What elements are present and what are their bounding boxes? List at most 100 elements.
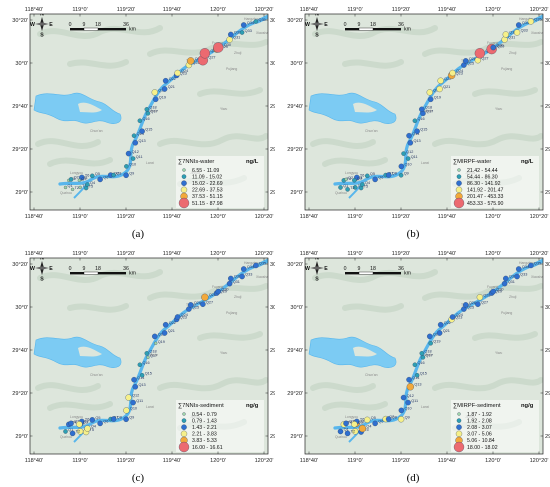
- site-marker: [213, 42, 224, 53]
- site-marker: [110, 416, 117, 422]
- site-label: Q10: [404, 163, 411, 167]
- legend-class-label: 16.00 - 16.61: [192, 445, 223, 451]
- qiandao-lake: [308, 336, 397, 368]
- site-label: Q4: [91, 425, 96, 429]
- site-label: Q16: [417, 117, 424, 121]
- lat-tick-left: 29°20': [287, 147, 303, 153]
- site-label: Q16: [142, 117, 149, 121]
- site-marker: [85, 182, 90, 187]
- lon-tick-top: 119°0': [347, 7, 362, 13]
- north-arrow-icon: N SE W: [305, 12, 328, 39]
- site-marker: [503, 275, 509, 282]
- lon-tick-bottom: 120°0': [210, 214, 226, 220]
- place-label: Chun'an: [90, 373, 103, 377]
- legend-class-label: 2.21 - 3.83: [192, 432, 217, 438]
- place-label: Fuyang: [487, 41, 498, 45]
- site-marker: [228, 31, 234, 38]
- site-label: Q21: [168, 329, 175, 333]
- site-label: Q34: [522, 265, 529, 269]
- site-label: Q8: [392, 415, 397, 419]
- site-marker: [475, 301, 481, 307]
- compass-n: N: [40, 12, 44, 18]
- site-marker: [161, 330, 168, 336]
- site-marker: [123, 407, 130, 414]
- lon-tick-top: 118°40': [300, 251, 318, 257]
- place-label: Zhuji: [234, 295, 242, 299]
- site-label: Q16: [417, 361, 424, 365]
- site-label: Q12: [406, 150, 413, 154]
- lon-tick-bottom: 118°40': [300, 214, 318, 220]
- site-label: T2: [351, 430, 355, 434]
- site-label: T2: [350, 186, 354, 190]
- site-label: Q31: [508, 36, 515, 40]
- site-label: Q17: [150, 354, 157, 358]
- legend-swatch: [456, 424, 462, 430]
- site-label: Q18: [149, 106, 156, 110]
- scale-tick-label: 9: [83, 266, 86, 272]
- compass-n: N: [315, 12, 319, 18]
- map-border: [304, 257, 544, 455]
- site-marker: [131, 133, 137, 138]
- legend-swatch: [457, 168, 461, 172]
- lon-tick-bottom: 120°20': [530, 458, 549, 464]
- site-label: Q9: [405, 415, 410, 419]
- compass-e: E: [49, 22, 53, 28]
- scale-seg: [358, 271, 374, 275]
- legend-class-label: 11.09 - 15.02: [192, 174, 222, 180]
- map-border: [29, 257, 269, 455]
- site-marker: [79, 174, 85, 181]
- site-label: Q24: [181, 313, 188, 317]
- site-label: Q20: [158, 88, 165, 92]
- compass-e: E: [49, 266, 53, 272]
- site-label: Q9: [129, 171, 134, 175]
- site-label: Q19: [433, 340, 440, 344]
- site-marker: [527, 18, 535, 25]
- site-label: Q3: [83, 420, 88, 424]
- site-label: Q26: [469, 57, 476, 61]
- site-label: Q21: [443, 329, 450, 333]
- legend-title: ∑MIRPF-water: [453, 159, 491, 165]
- lon-tick-bottom: 119°20': [117, 458, 135, 464]
- place-label: Chun'an: [365, 373, 378, 377]
- scale-tick-label: 18: [370, 266, 376, 272]
- site-marker: [462, 58, 469, 64]
- lat-tick-right: 30°0': [270, 305, 275, 311]
- place-label: Yiwu: [220, 351, 227, 355]
- lat-tick-left: 29°40': [287, 348, 303, 354]
- site-label: Q6: [378, 420, 383, 424]
- place-label: Quzhou: [60, 191, 72, 195]
- relief-ridge: [310, 138, 376, 149]
- site-marker: [449, 69, 456, 77]
- legend-title: ∑7NNIs-water: [178, 159, 214, 165]
- lat-tick-left: 29°40': [12, 104, 28, 110]
- site-marker: [352, 185, 358, 190]
- site-label: Q4: [365, 181, 370, 185]
- relief-ridge: [312, 269, 438, 283]
- site-label: Q6: [378, 176, 383, 180]
- lat-tick-right: 30°20': [270, 262, 275, 268]
- site-label: Q2: [348, 176, 353, 180]
- legend-unit: ng/g: [246, 403, 259, 409]
- scale-tick-label: 0: [344, 266, 347, 272]
- legend-swatch: [453, 441, 465, 453]
- site-marker: [502, 31, 509, 38]
- site-marker: [137, 118, 143, 123]
- site-marker: [215, 288, 222, 295]
- relief-ridge: [37, 269, 163, 283]
- site-marker: [406, 376, 412, 383]
- site-marker: [125, 394, 132, 401]
- lon-tick-bottom: 119°0': [347, 458, 362, 464]
- scale-unit: km: [129, 270, 136, 276]
- site-marker: [436, 330, 443, 336]
- site-marker: [139, 373, 145, 378]
- legend-title: ∑7NNIs-sediment: [178, 403, 224, 409]
- place-label: Hangzhou: [519, 17, 535, 21]
- scale-tick-label: 9: [358, 266, 361, 272]
- legend-unit: ng/g: [521, 403, 534, 409]
- site-label: Q33: [521, 29, 528, 33]
- legend-class-label: 51.15 - 87.98: [192, 201, 223, 207]
- lat-tick-right: 29°20': [545, 391, 550, 397]
- site-label: Q1: [68, 184, 73, 188]
